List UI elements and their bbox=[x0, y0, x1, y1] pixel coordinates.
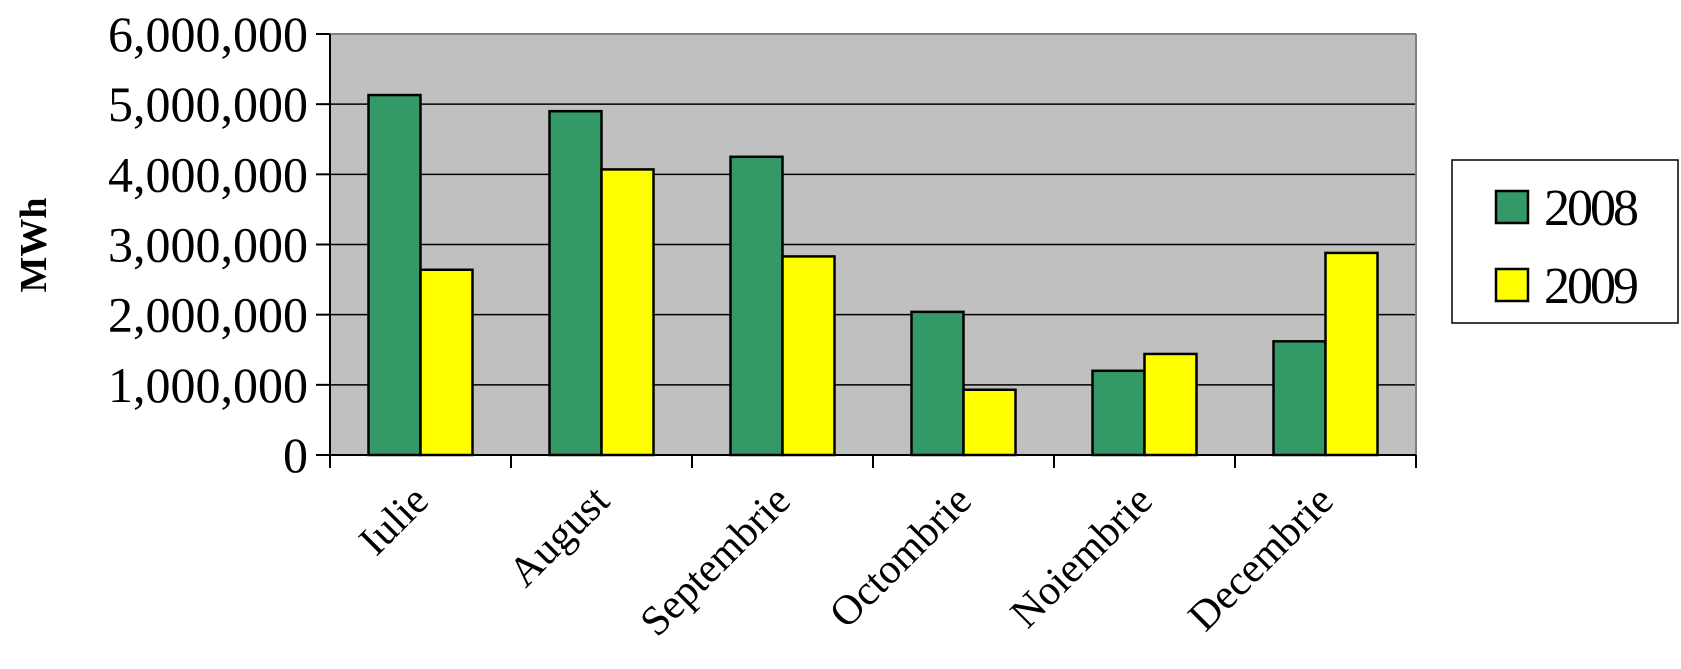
x-tick-label: Noiembrie bbox=[1002, 478, 1162, 638]
y-tick-label: 1,000,000 bbox=[108, 357, 308, 413]
plot-area bbox=[330, 33, 1417, 455]
bars bbox=[367, 93, 1379, 457]
y-tick-label: 6,000,000 bbox=[108, 6, 308, 62]
bar-2008-august bbox=[548, 109, 603, 457]
y-tick-label: 3,000,000 bbox=[108, 217, 308, 273]
bar-2009-septembrie bbox=[781, 255, 836, 457]
bar-2008-noiembrie bbox=[1091, 369, 1146, 457]
bar-2008-septembrie bbox=[729, 155, 784, 457]
x-tick-label: Octombrie bbox=[821, 478, 981, 638]
legend-label-2009: 2009 bbox=[1544, 258, 1637, 315]
bar-2008-octombrie bbox=[910, 310, 965, 457]
x-tick-label: Septembrie bbox=[632, 478, 800, 646]
y-axis: 0 1,000,000 2,000,000 3,000,000 4,000,000 5,0… bbox=[108, 6, 331, 483]
legend-swatch-2009 bbox=[1494, 267, 1530, 303]
bar-2009-decembrie bbox=[1324, 251, 1379, 457]
y-tick-label: 0 bbox=[283, 427, 308, 483]
bar-2008-iulie bbox=[367, 93, 422, 457]
bar-2009-iulie bbox=[419, 268, 474, 457]
legend-label-2008: 2008 bbox=[1544, 180, 1638, 237]
bar-2008-decembrie bbox=[1272, 340, 1327, 457]
x-axis: Iulie August Septembrie Octombrie Noiembrie D… bbox=[329, 454, 1417, 646]
legend-swatch-2008 bbox=[1494, 189, 1530, 225]
y-tick-label: 2,000,000 bbox=[108, 287, 308, 343]
bar-2009-august bbox=[600, 168, 655, 457]
bar-2009-octombrie bbox=[962, 388, 1017, 457]
bar-2009-noiembrie bbox=[1143, 352, 1198, 457]
legend-box bbox=[1451, 159, 1679, 324]
x-tick-label: Iulie bbox=[351, 478, 438, 565]
y-tick-label: 4,000,000 bbox=[108, 146, 308, 202]
x-tick-label: Decembrie bbox=[1180, 478, 1343, 641]
y-tick-label: 5,000,000 bbox=[108, 76, 308, 132]
x-tick-label: August bbox=[500, 477, 619, 596]
legend: 2008 2009 bbox=[1451, 159, 1679, 324]
y-axis-title: MWh bbox=[13, 198, 55, 293]
